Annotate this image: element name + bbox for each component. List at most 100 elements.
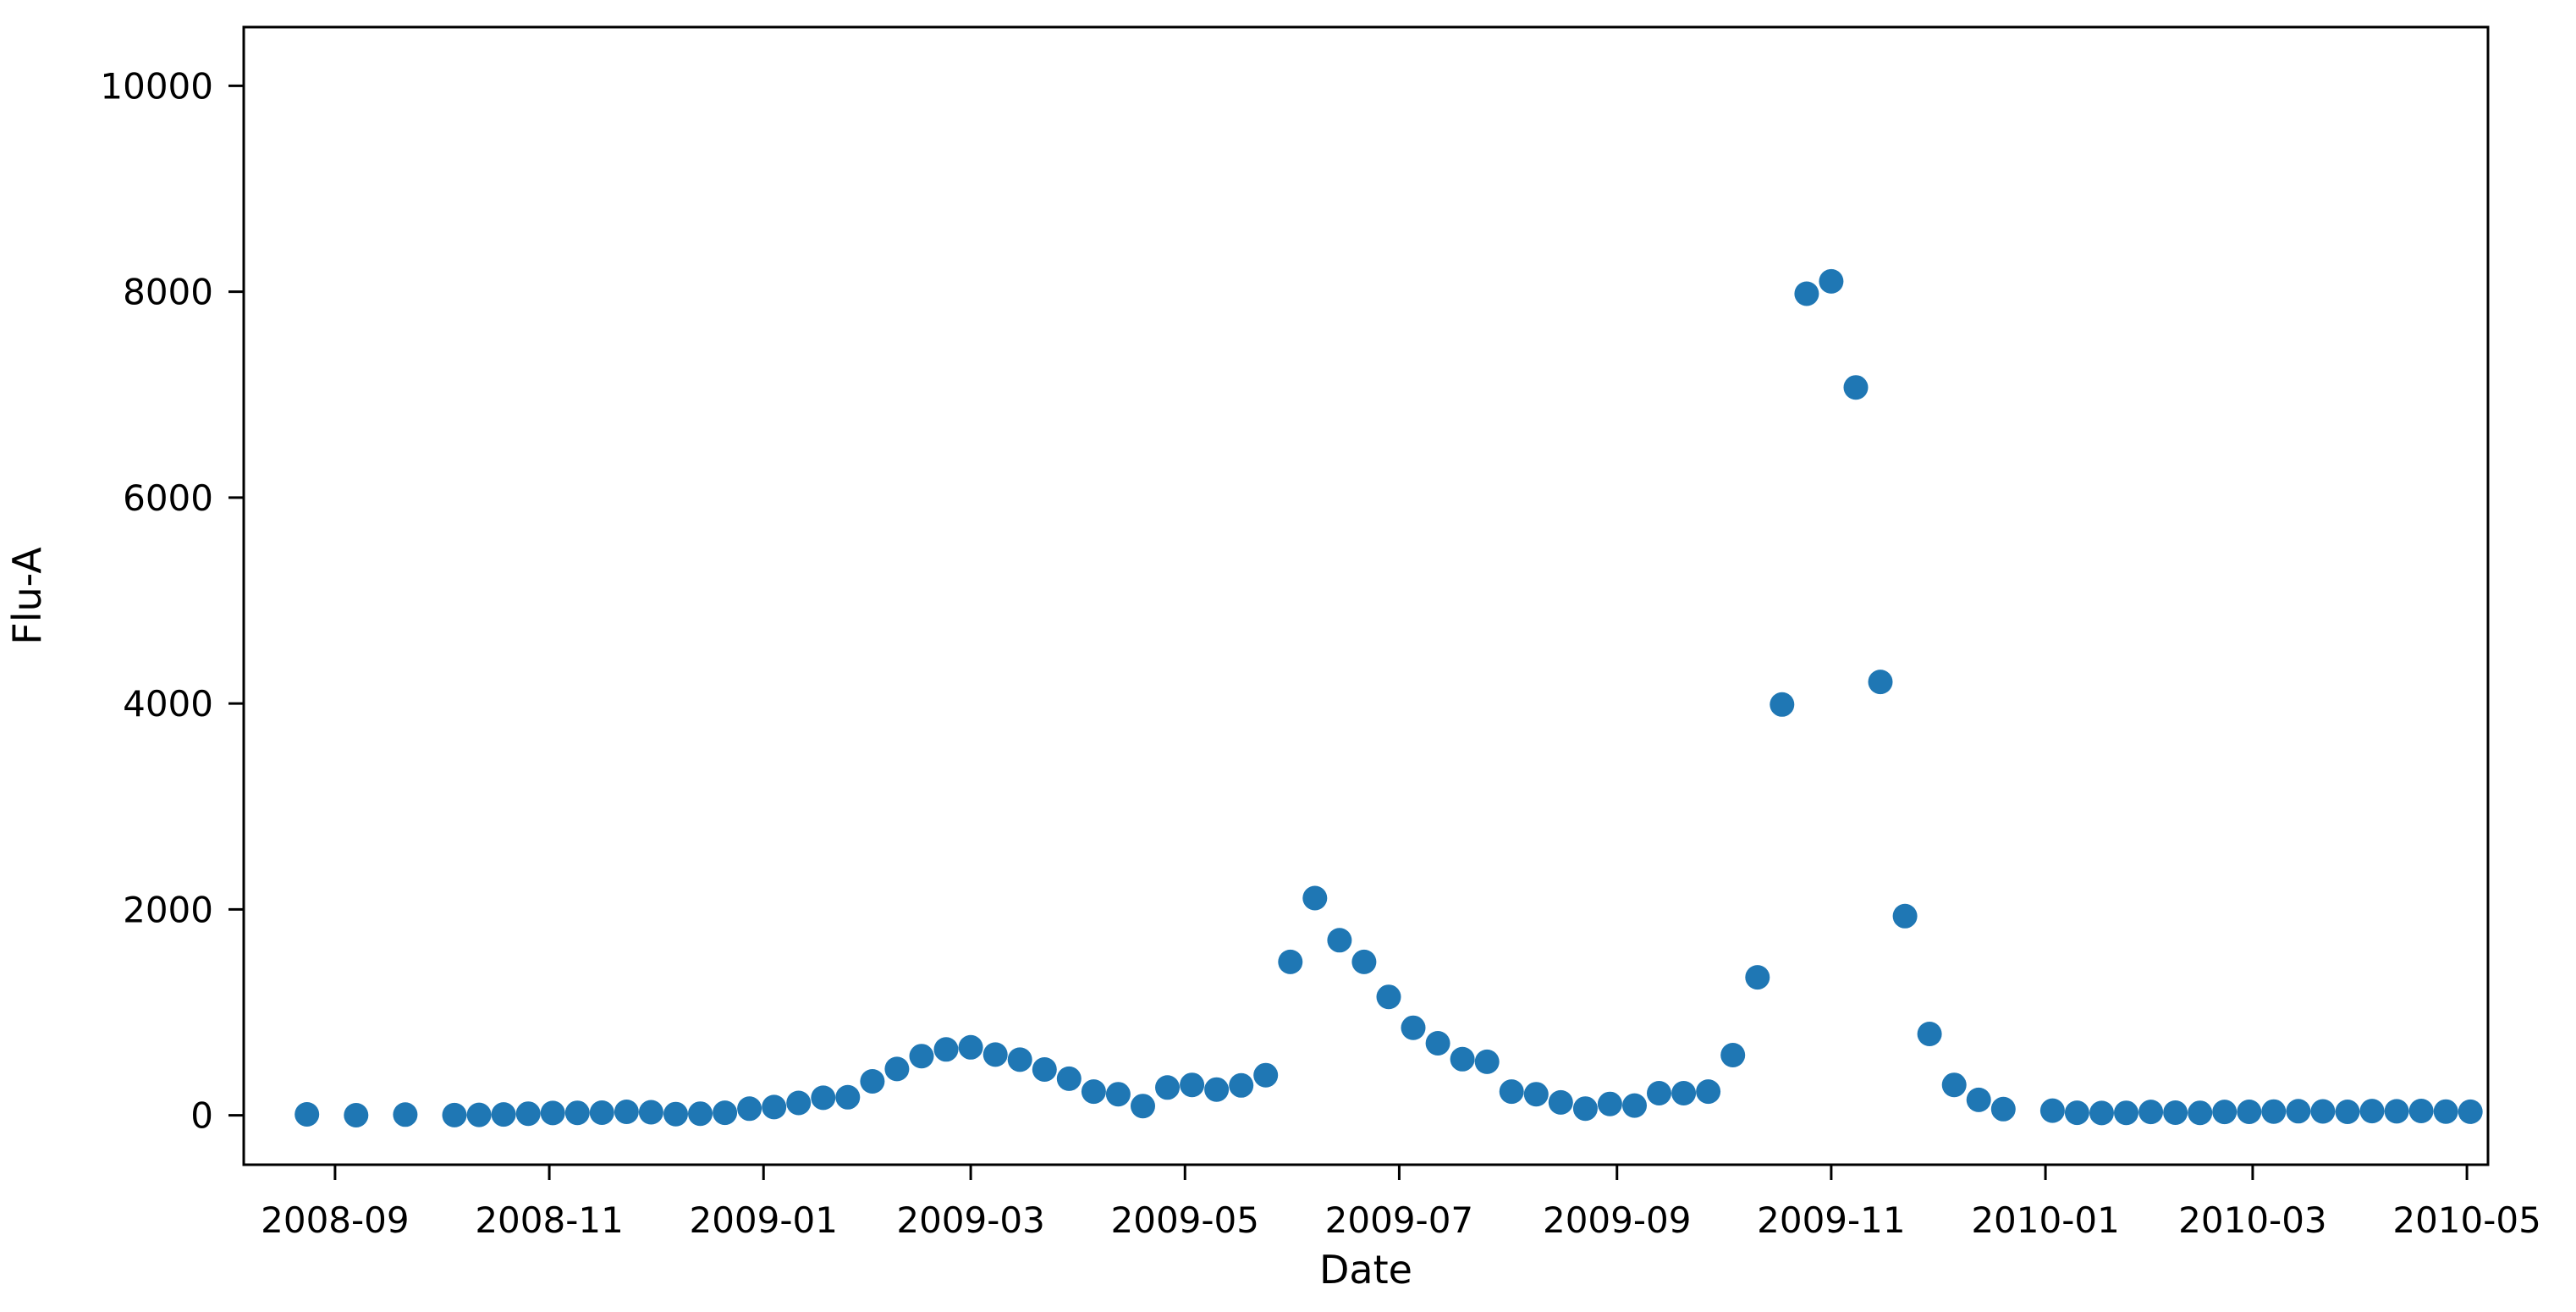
- x-tick-label: 2010-01: [1971, 1199, 2120, 1241]
- data-point: [2163, 1100, 2188, 1125]
- data-point: [1131, 1094, 1155, 1119]
- data-point: [564, 1100, 590, 1126]
- data-point: [933, 1037, 959, 1062]
- data-point: [344, 1103, 369, 1127]
- data-point: [737, 1096, 762, 1122]
- data-point: [1548, 1089, 1573, 1115]
- data-point: [1425, 1031, 1450, 1056]
- data-point: [1990, 1096, 2016, 1122]
- data-point: [2261, 1099, 2287, 1124]
- data-point: [2138, 1100, 2164, 1125]
- data-point: [2433, 1099, 2458, 1124]
- data-point: [515, 1101, 541, 1127]
- x-tick-label: 2009-11: [1757, 1199, 1906, 1241]
- data-point: [1278, 949, 1303, 974]
- data-point: [1007, 1047, 1032, 1072]
- data-point: [909, 1044, 934, 1069]
- data-point: [2335, 1100, 2360, 1124]
- data-point: [1450, 1046, 1475, 1072]
- data-point: [1966, 1087, 1991, 1112]
- data-point: [1720, 1043, 1746, 1067]
- data-point: [1622, 1093, 1647, 1118]
- data-point: [1302, 885, 1328, 911]
- plot-area: [244, 27, 2488, 1165]
- data-point: [688, 1101, 713, 1127]
- data-point: [1376, 984, 1401, 1010]
- data-point: [1105, 1082, 1131, 1107]
- data-point: [393, 1102, 418, 1127]
- data-point: [835, 1084, 861, 1110]
- y-tick-label: 4000: [123, 683, 213, 725]
- data-point: [1523, 1082, 1549, 1107]
- data-point: [614, 1100, 639, 1124]
- y-tick-label: 2000: [123, 889, 213, 930]
- data-point: [1696, 1079, 1721, 1105]
- data-point: [1253, 1062, 1279, 1088]
- data-point: [2458, 1099, 2483, 1124]
- data-point: [1794, 281, 1819, 306]
- data-point: [1499, 1079, 1524, 1105]
- x-tick-label: 2009-01: [689, 1199, 838, 1241]
- data-point: [2212, 1100, 2237, 1125]
- y-tick-label: 10000: [100, 65, 213, 107]
- x-axis-ticks: 2008-09 2008-11 2009-01 2009-03 2009-05 2009-…: [261, 1165, 2541, 1241]
- data-point: [2384, 1099, 2409, 1124]
- x-tick-label: 2010-05: [2392, 1199, 2541, 1241]
- data-point: [1745, 965, 1770, 990]
- data-point: [1474, 1049, 1500, 1074]
- data-point: [2408, 1099, 2434, 1123]
- data-point: [884, 1056, 910, 1082]
- data-point: [1671, 1081, 1697, 1105]
- data-point: [1917, 1022, 1942, 1046]
- data-point: [1032, 1057, 1057, 1082]
- data-point: [1647, 1081, 1671, 1105]
- data-point: [1868, 670, 1893, 695]
- data-point: [2310, 1099, 2336, 1124]
- data-point: [2114, 1100, 2138, 1126]
- x-tick-label: 2009-07: [1325, 1199, 1474, 1241]
- data-point: [983, 1042, 1008, 1067]
- x-tick-label: 2010-03: [2178, 1199, 2327, 1241]
- plot-border: [242, 25, 2490, 1166]
- data-point: [2359, 1099, 2385, 1124]
- data-point: [1819, 268, 1844, 294]
- data-point: [2064, 1100, 2089, 1126]
- data-point: [466, 1102, 492, 1127]
- y-axis-ticks: 0 2000 4000 6000 8000 10000: [100, 65, 244, 1137]
- data-point: [1843, 375, 1869, 400]
- y-tick-label: 6000: [123, 477, 213, 519]
- data-point: [786, 1090, 812, 1116]
- data-point: [1180, 1072, 1205, 1098]
- data-point: [958, 1034, 983, 1060]
- data-point: [1056, 1066, 1082, 1091]
- data-point: [442, 1102, 467, 1127]
- x-axis-label: Date: [1319, 1247, 1412, 1293]
- scatter-points: [294, 268, 2483, 1127]
- y-tick-label: 0: [190, 1095, 213, 1137]
- data-point: [294, 1102, 320, 1127]
- data-point: [1155, 1075, 1180, 1100]
- data-point: [1351, 949, 1377, 974]
- data-point: [1229, 1072, 1254, 1098]
- data-point: [663, 1101, 688, 1127]
- x-tick-label: 2009-05: [1111, 1199, 1260, 1241]
- data-point: [1081, 1079, 1106, 1105]
- y-tick-label: 8000: [123, 272, 213, 313]
- data-point: [1941, 1072, 1967, 1098]
- data-point: [811, 1085, 836, 1111]
- data-point: [860, 1069, 885, 1094]
- x-tick-label: 2008-11: [475, 1199, 624, 1241]
- data-point: [2286, 1099, 2311, 1124]
- data-point: [1892, 903, 1918, 929]
- data-point: [1597, 1091, 1622, 1116]
- data-point: [1572, 1096, 1598, 1122]
- data-point: [491, 1102, 516, 1127]
- data-point: [638, 1100, 663, 1125]
- data-point: [1204, 1077, 1230, 1102]
- data-point: [1327, 928, 1352, 953]
- data-point: [762, 1094, 787, 1120]
- y-axis-label: Flu-A: [4, 547, 50, 645]
- x-tick-label: 2009-09: [1543, 1199, 1692, 1241]
- data-point: [1770, 692, 1795, 717]
